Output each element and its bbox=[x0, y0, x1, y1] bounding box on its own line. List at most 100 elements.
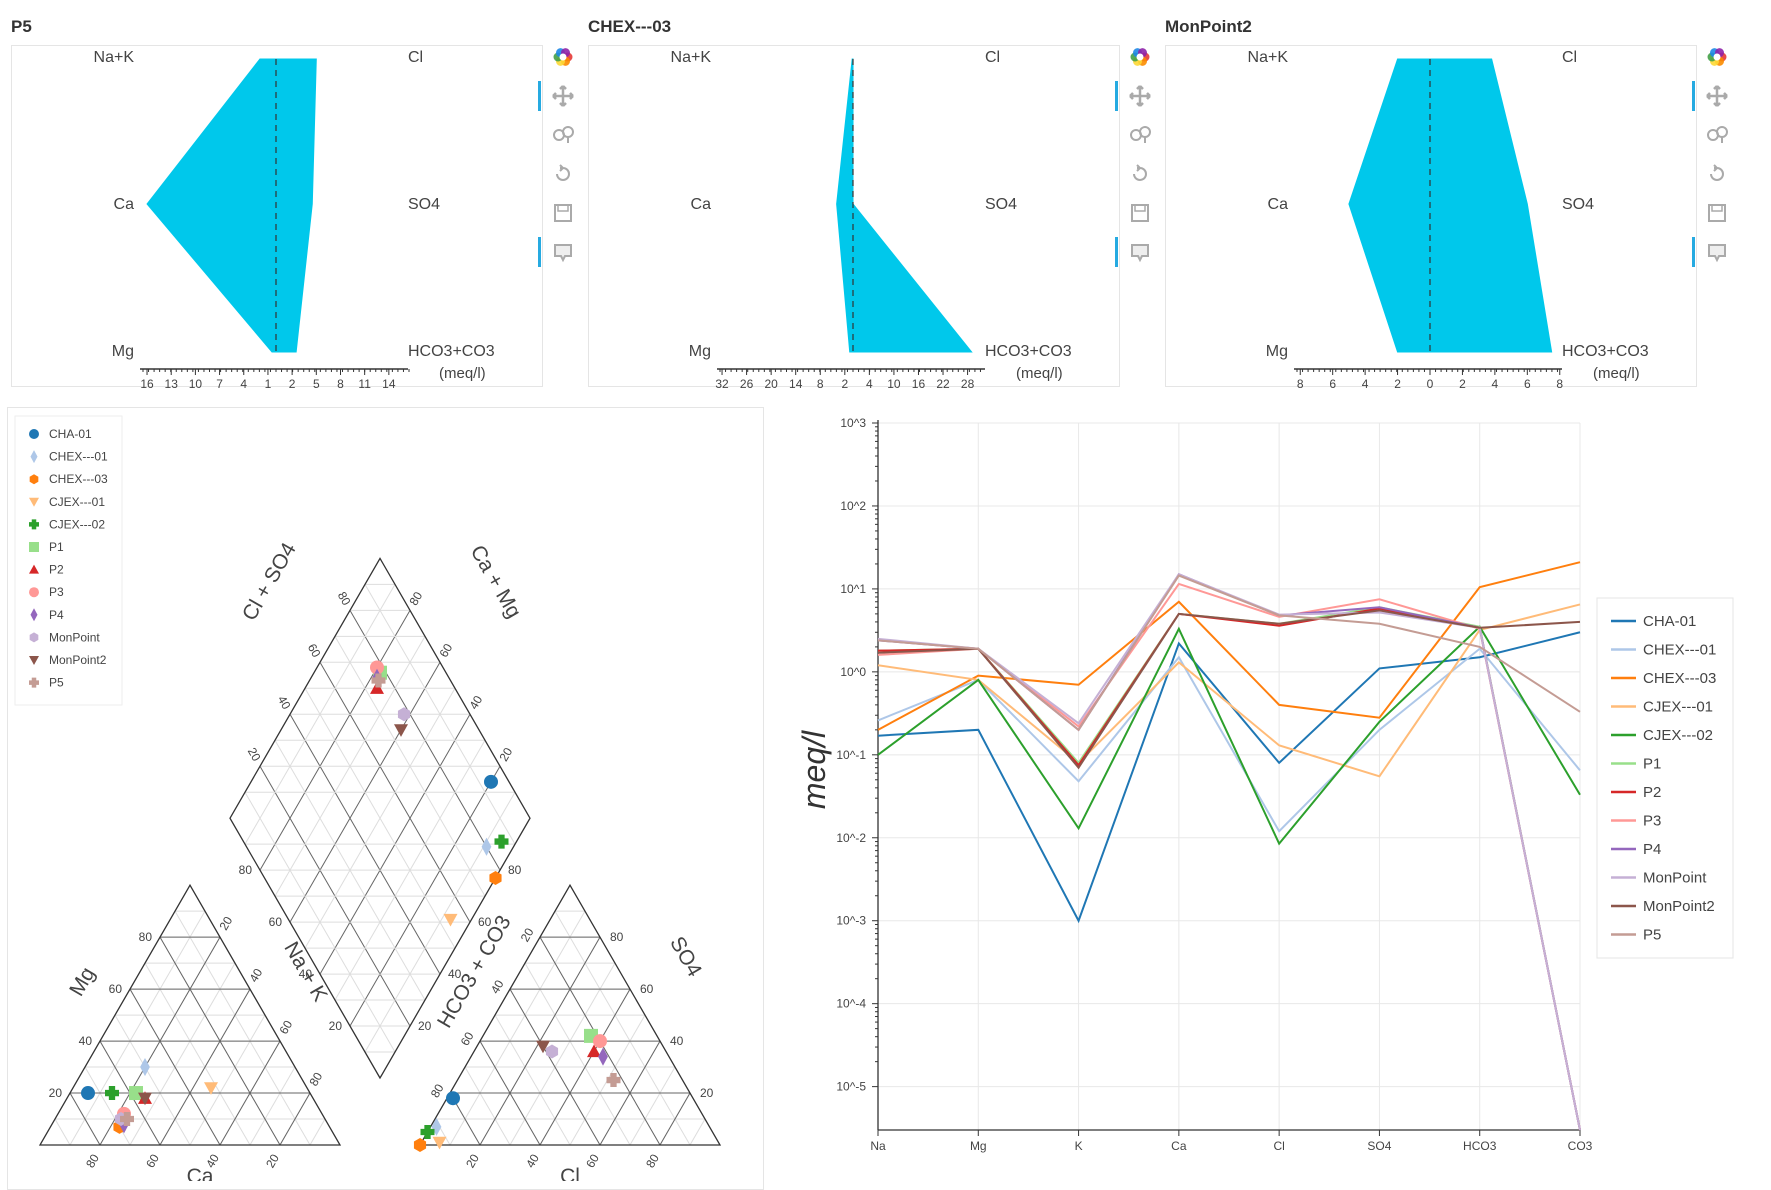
legend-box bbox=[1596, 597, 1734, 959]
stiff-unit-label: (meq/l) bbox=[439, 365, 486, 382]
series-line bbox=[877, 561, 1581, 731]
legend-label: P4 bbox=[1643, 841, 1661, 858]
legend-marker bbox=[29, 497, 39, 507]
reset-icon[interactable] bbox=[1700, 157, 1734, 191]
y-tick-label: 10^-5 bbox=[836, 1080, 866, 1094]
cation-triangle bbox=[38, 883, 342, 1146]
hover-icon[interactable] bbox=[1115, 235, 1157, 269]
triangle-outline bbox=[418, 883, 722, 1146]
grid-line bbox=[449, 910, 586, 1146]
sample-point-anion bbox=[431, 1117, 442, 1136]
legend-label: P1 bbox=[49, 540, 64, 554]
y-tick-label: 10^-3 bbox=[836, 914, 866, 928]
stiff-diagram-2: Na+K Ca Mg Cl SO4 HCO3+CO3 32 26 20 14 8 2 4 10 16 22 28… bbox=[671, 49, 1072, 391]
reset-icon[interactable] bbox=[546, 157, 580, 191]
grid-line-major bbox=[279, 1092, 311, 1146]
pan-icon[interactable] bbox=[538, 79, 580, 113]
grid-line bbox=[174, 910, 311, 1146]
stiff-panel-3 bbox=[1165, 45, 1697, 387]
wheel-zoom-icon[interactable] bbox=[1700, 118, 1734, 152]
stiff-polygon bbox=[146, 58, 317, 353]
sample-point-cation bbox=[138, 1092, 152, 1106]
stiff-unit-label: (meq/l) bbox=[1593, 365, 1640, 382]
tick-label: 20 bbox=[496, 745, 515, 764]
tick-label: 80 bbox=[239, 863, 253, 877]
grid-line bbox=[189, 1014, 266, 1146]
tick-label: 20 bbox=[263, 1151, 282, 1170]
stiff-polygon bbox=[1348, 58, 1553, 353]
bokeh-logo-icon[interactable] bbox=[1123, 40, 1157, 74]
x-tick-label: CO3 bbox=[1568, 1139, 1593, 1153]
tick-label: 20 bbox=[518, 925, 537, 944]
pan-icon[interactable] bbox=[1115, 79, 1157, 113]
legend-label: P3 bbox=[1643, 813, 1661, 830]
grid-line bbox=[494, 1014, 571, 1146]
pan-icon[interactable] bbox=[1692, 79, 1734, 113]
hover-icon[interactable] bbox=[538, 235, 580, 269]
series-line bbox=[877, 603, 1581, 778]
grid-line bbox=[54, 1118, 71, 1146]
cation-label: Mg bbox=[1266, 343, 1288, 360]
sample-point-anion bbox=[420, 1125, 435, 1140]
bokeh-logo-icon[interactable] bbox=[546, 40, 580, 74]
legend-marker bbox=[29, 474, 39, 485]
legend-label: P1 bbox=[1643, 756, 1661, 773]
axis-label-clso4: Cl + SO4 bbox=[238, 539, 301, 625]
sample-point-diamond bbox=[397, 707, 411, 722]
bokeh-logo-icon[interactable] bbox=[1700, 40, 1734, 74]
tick-label: 40 bbox=[79, 1034, 93, 1048]
tick-label: 20 bbox=[329, 1019, 343, 1033]
save-icon[interactable] bbox=[1123, 196, 1157, 230]
legend-marker bbox=[29, 632, 39, 643]
series-line bbox=[877, 574, 1581, 732]
x-tick-label: Mg bbox=[970, 1139, 987, 1153]
wheel-zoom-icon[interactable] bbox=[546, 118, 580, 152]
stiff-tick-label: 2 bbox=[1459, 377, 1466, 391]
grid-line bbox=[524, 962, 631, 1146]
wheel-zoom-icon[interactable] bbox=[1123, 118, 1157, 152]
anion-label: Cl bbox=[985, 49, 1000, 66]
stiff-title-1: P5 bbox=[11, 17, 32, 36]
tick-label: 60 bbox=[276, 1018, 295, 1037]
tick-label: 80 bbox=[335, 589, 354, 608]
tick-label: 80 bbox=[428, 1081, 447, 1100]
tick-label: 60 bbox=[478, 915, 492, 929]
stiff-tick-label: 26 bbox=[740, 377, 754, 391]
sample-point-cation bbox=[81, 1086, 95, 1101]
hover-icon[interactable] bbox=[1692, 235, 1734, 269]
grid-line bbox=[554, 910, 691, 1146]
sample-point-anion bbox=[587, 1044, 601, 1058]
stiff-tick-label: 8 bbox=[337, 377, 344, 391]
tick-label: 60 bbox=[305, 641, 324, 660]
legend-marker bbox=[29, 519, 39, 530]
stiff-tick-label: 14 bbox=[382, 377, 396, 391]
save-icon[interactable] bbox=[546, 196, 580, 230]
save-icon[interactable] bbox=[1700, 196, 1734, 230]
sample-point-anion bbox=[432, 1136, 447, 1150]
legend-label: CHEX---01 bbox=[1643, 642, 1716, 659]
piper-diamond bbox=[229, 557, 531, 1080]
stiff-tick-label: 8 bbox=[1297, 377, 1304, 391]
y-tick-label: 10^3 bbox=[840, 416, 866, 430]
tick-label: 40 bbox=[299, 967, 313, 981]
anion-label: HCO3+CO3 bbox=[1562, 343, 1649, 360]
cation-label: Ca bbox=[1268, 196, 1289, 213]
anion-label: SO4 bbox=[985, 196, 1017, 213]
sample-point-cation bbox=[129, 1086, 143, 1101]
stiff-diagram-3: Na+K Ca Mg Cl SO4 HCO3+CO3 8 6 4 2 0 2 4 6 8 (meq/l) bbox=[1248, 49, 1649, 391]
reset-icon[interactable] bbox=[1123, 157, 1157, 191]
x-tick-label: K bbox=[1075, 1139, 1083, 1153]
sample-point-cation bbox=[204, 1082, 218, 1095]
legend-marker bbox=[29, 429, 39, 439]
y-tick-label: 10^0 bbox=[840, 665, 866, 679]
sample-point-diamond bbox=[484, 774, 498, 789]
legend-label: CHEX---03 bbox=[1643, 670, 1716, 687]
stiff-tick-label: 8 bbox=[817, 377, 824, 391]
legend-label: CHEX---01 bbox=[49, 450, 108, 464]
grid-line bbox=[69, 910, 206, 1146]
tick-label: 40 bbox=[275, 693, 294, 712]
cation-label: Mg bbox=[689, 343, 711, 360]
tick-label: 80 bbox=[306, 1070, 325, 1089]
tick-label: 20 bbox=[216, 914, 235, 933]
